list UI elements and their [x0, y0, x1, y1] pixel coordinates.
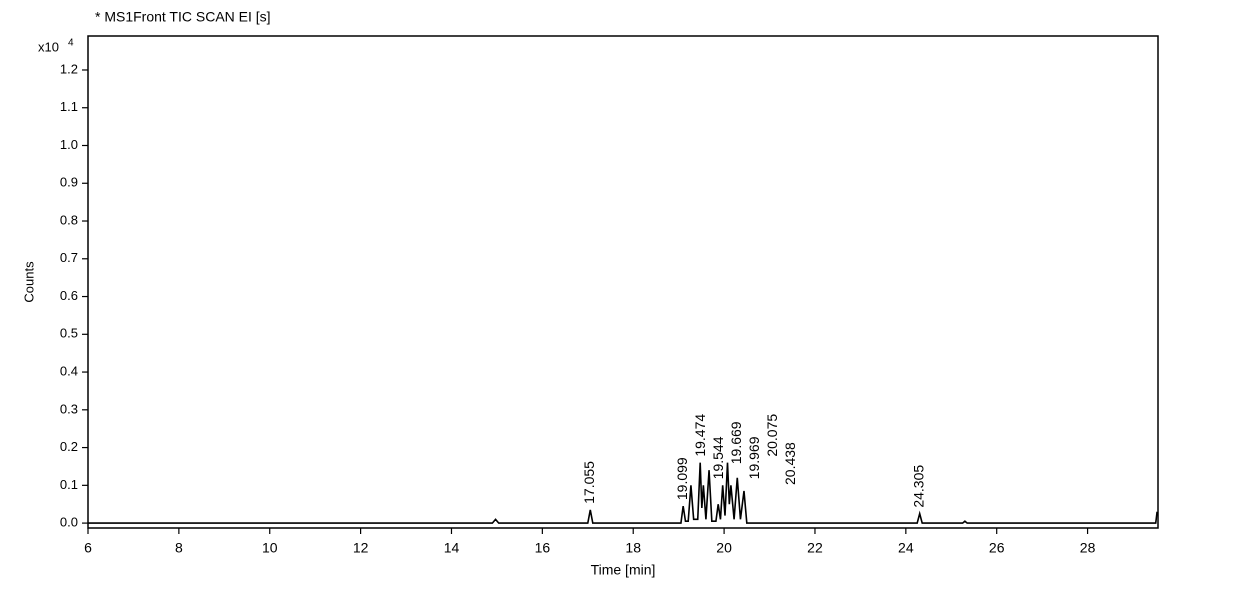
peak-label: 24.305	[910, 465, 926, 508]
x-tick-label: 12	[353, 540, 369, 556]
x-tick-label: 6	[84, 540, 92, 556]
y-tick-label: 0.0	[60, 515, 78, 530]
y-tick-label: 0.3	[60, 401, 78, 416]
peak-label: 17.055	[581, 461, 597, 504]
x-tick-label: 14	[444, 540, 460, 556]
x-tick-label: 28	[1080, 540, 1096, 556]
y-tick-label: 0.2	[60, 439, 78, 454]
x-tick-label: 8	[175, 540, 183, 556]
peak-label: 19.099	[674, 457, 690, 500]
peak-label: 19.544	[710, 436, 726, 479]
y-tick-label: 0.7	[60, 250, 78, 265]
x-tick-label: 24	[898, 540, 914, 556]
x-tick-label: 22	[807, 540, 823, 556]
x-axis-label: Time [min]	[591, 562, 656, 578]
y-tick-label: 1.1	[60, 99, 78, 114]
y-tick-label: 0.5	[60, 326, 78, 341]
x-tick-label: 20	[716, 540, 732, 556]
x-tick-label: 18	[625, 540, 641, 556]
plot-frame	[87, 35, 1159, 529]
peak-label: 20.438	[782, 442, 798, 485]
y-tick-label: 0.9	[60, 175, 78, 190]
trace	[88, 462, 1158, 524]
y-tick-label: 1.0	[60, 137, 78, 152]
y-tick-label: 1.2	[60, 61, 78, 76]
y-axis-label: Counts	[21, 261, 36, 303]
peak-label: 20.075	[764, 414, 780, 457]
y-tick-label: 0.8	[60, 212, 78, 227]
peak-label: 19.474	[692, 414, 708, 457]
x-tick-label: 16	[535, 540, 551, 556]
y-multiplier: x10	[38, 39, 59, 54]
y-tick-label: 0.1	[60, 477, 78, 492]
x-tick-label: 10	[262, 540, 278, 556]
chart-title: * MS1Front TIC SCAN EI [s]	[95, 9, 271, 25]
peak-label: 19.969	[746, 436, 762, 479]
y-tick-label: 0.4	[60, 363, 78, 378]
y-tick-label: 0.6	[60, 288, 78, 303]
peak-label: 19.669	[728, 421, 744, 464]
y-exponent: 4	[68, 38, 74, 49]
x-tick-label: 26	[989, 540, 1005, 556]
